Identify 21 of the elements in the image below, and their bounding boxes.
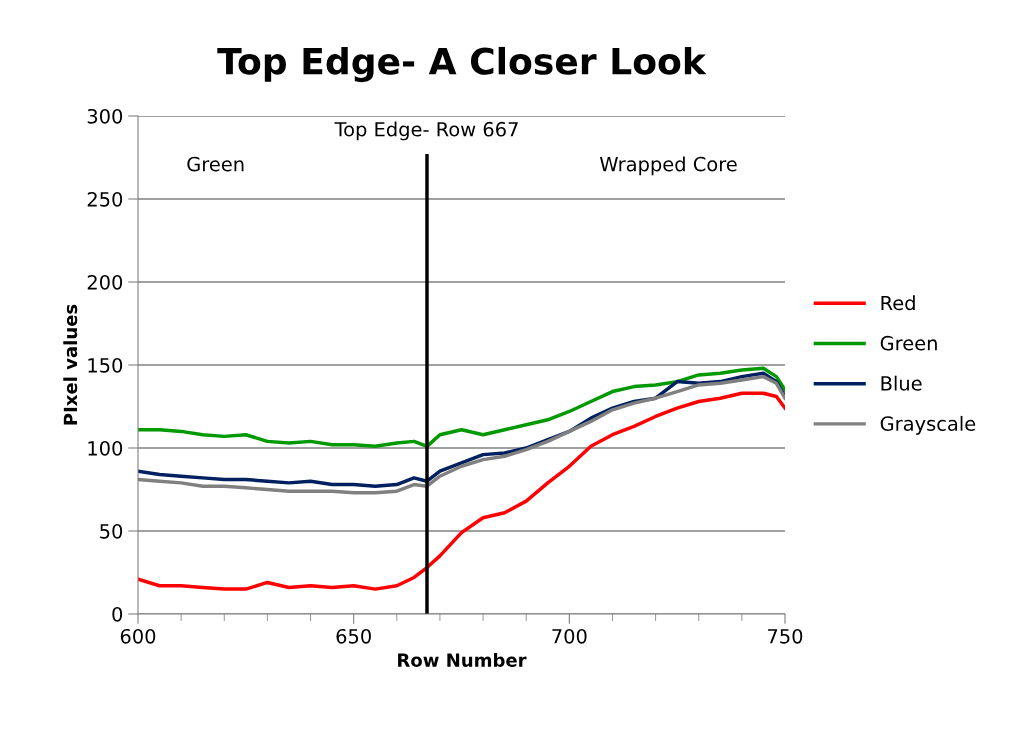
x-tick-label: 700 [552, 628, 587, 644]
y-tick-label: 50 [100, 523, 123, 539]
y-axis-title: PIxel values [63, 304, 78, 425]
y-tick-label: 200 [87, 274, 123, 290]
y-tick-label: 0 [112, 606, 123, 622]
legend-label: Blue [881, 375, 922, 391]
ref-line-label: Top Edge- Row 667 [334, 121, 518, 141]
annotation: Green [187, 156, 244, 172]
y-tick-label: 100 [88, 440, 123, 456]
y-tick-label: 300 [87, 108, 123, 124]
y-tick-label: 150 [88, 357, 123, 373]
x-tick-label: 650 [336, 628, 371, 644]
y-tick-label: 250 [87, 191, 123, 207]
x-tick-label: 600 [120, 628, 156, 644]
chart-title: Top Edge- A Closer Look [217, 46, 707, 83]
annotation: Wrapped Core [599, 156, 737, 176]
legend-label: Red [881, 295, 915, 311]
x-axis-title: Row Number [398, 652, 527, 667]
legend-label: Green [880, 335, 937, 351]
x-tick-label: 750 [768, 628, 803, 644]
legend-label: Grayscale [880, 415, 976, 435]
